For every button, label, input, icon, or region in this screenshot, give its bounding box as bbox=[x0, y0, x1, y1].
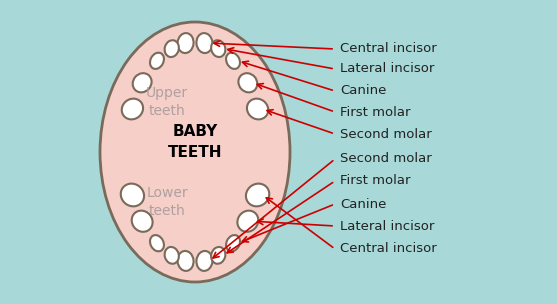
Ellipse shape bbox=[247, 99, 268, 119]
Ellipse shape bbox=[165, 40, 179, 57]
Ellipse shape bbox=[100, 22, 290, 282]
Ellipse shape bbox=[121, 184, 144, 206]
Ellipse shape bbox=[238, 73, 257, 92]
Text: Lateral incisor: Lateral incisor bbox=[340, 219, 434, 233]
Ellipse shape bbox=[165, 247, 179, 264]
Text: Canine: Canine bbox=[340, 85, 387, 98]
Ellipse shape bbox=[246, 184, 269, 206]
Text: BABY
TEETH: BABY TEETH bbox=[168, 124, 222, 160]
Text: First molar: First molar bbox=[340, 105, 411, 119]
Ellipse shape bbox=[122, 99, 143, 119]
Text: Central incisor: Central incisor bbox=[340, 43, 437, 56]
Text: Canine: Canine bbox=[340, 198, 387, 210]
Text: Second molar: Second molar bbox=[340, 127, 432, 140]
Ellipse shape bbox=[237, 211, 258, 232]
Text: Lateral incisor: Lateral incisor bbox=[340, 63, 434, 75]
Ellipse shape bbox=[150, 235, 164, 251]
Ellipse shape bbox=[226, 53, 240, 69]
Ellipse shape bbox=[211, 247, 226, 264]
Ellipse shape bbox=[211, 40, 226, 57]
Ellipse shape bbox=[197, 33, 212, 53]
Text: Lower
teeth: Lower teeth bbox=[146, 186, 188, 218]
Ellipse shape bbox=[178, 251, 194, 271]
Ellipse shape bbox=[131, 211, 153, 232]
Text: First molar: First molar bbox=[340, 174, 411, 188]
Ellipse shape bbox=[226, 235, 240, 251]
Text: Second molar: Second molar bbox=[340, 153, 432, 165]
Text: Central incisor: Central incisor bbox=[340, 243, 437, 255]
Ellipse shape bbox=[178, 33, 194, 53]
Ellipse shape bbox=[150, 53, 164, 69]
Text: Upper
teeth: Upper teeth bbox=[146, 86, 188, 118]
Ellipse shape bbox=[133, 73, 152, 92]
Ellipse shape bbox=[197, 251, 212, 271]
